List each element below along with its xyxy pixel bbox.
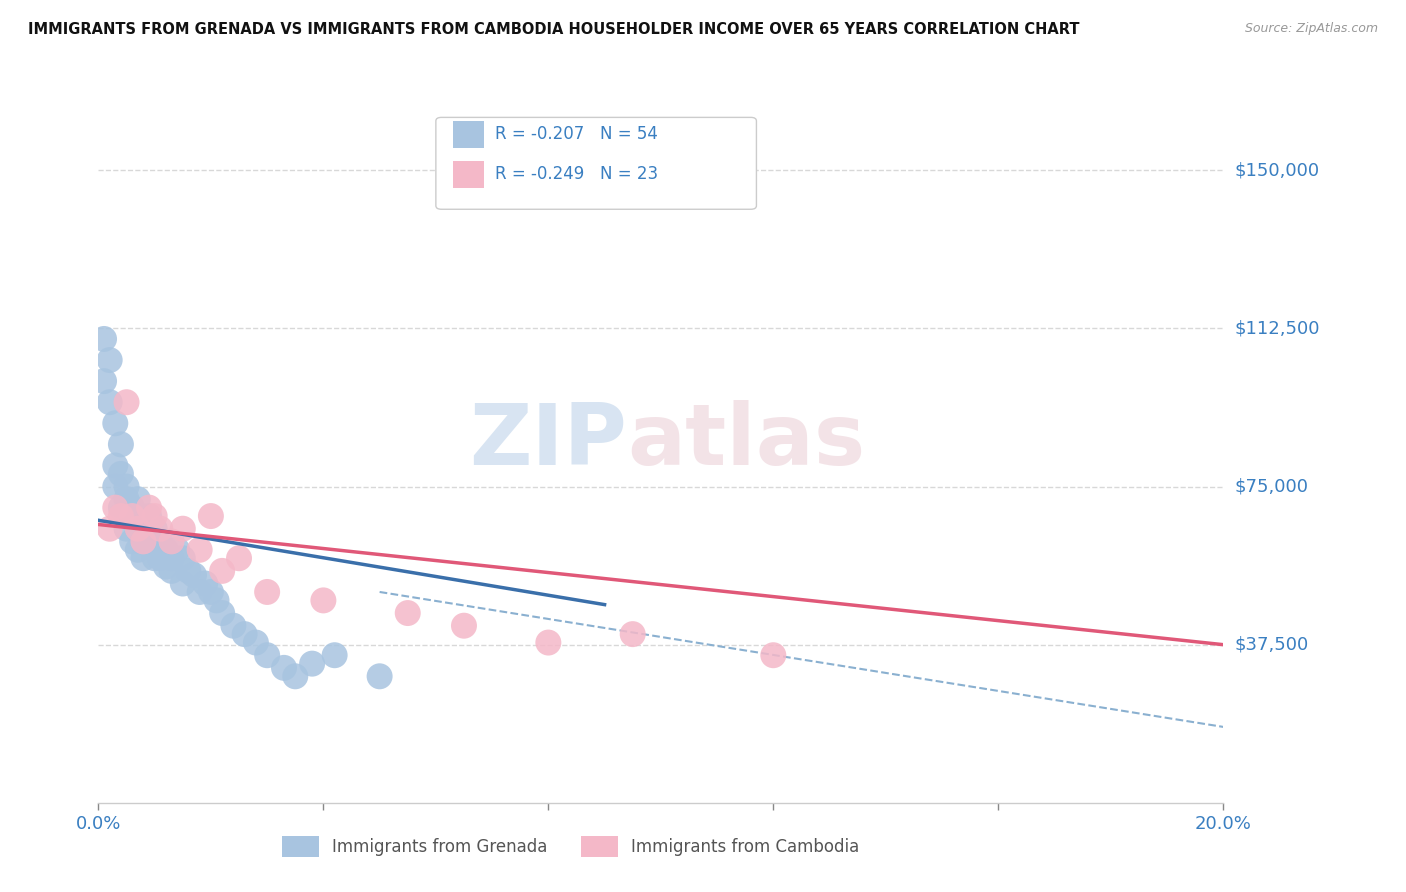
Point [104, 417, 127, 431]
Point [160, 564, 183, 578]
Point [160, 551, 183, 566]
Point [132, 534, 155, 549]
Point [188, 542, 211, 557]
Point [368, 669, 391, 683]
Point [323, 648, 346, 663]
Text: ZIP: ZIP [470, 400, 627, 483]
Point [222, 618, 245, 632]
Point [127, 492, 149, 507]
Point [138, 500, 160, 515]
Point [149, 522, 172, 536]
Point [143, 509, 166, 524]
Point [121, 509, 143, 524]
Point [121, 509, 143, 524]
Point [183, 568, 205, 582]
Point [453, 618, 475, 632]
Point [110, 467, 132, 481]
Point [110, 437, 132, 451]
Point [155, 559, 177, 574]
Text: IMMIGRANTS FROM GRENADA VS IMMIGRANTS FROM CAMBODIA HOUSEHOLDER INCOME OVER 65 Y: IMMIGRANTS FROM GRENADA VS IMMIGRANTS FR… [28, 22, 1080, 37]
Point [115, 479, 138, 493]
Point [138, 534, 160, 549]
Point [160, 534, 183, 549]
Point [115, 509, 138, 524]
Point [104, 479, 127, 493]
Point [149, 534, 172, 549]
Point [132, 522, 155, 536]
Point [200, 509, 222, 524]
Point [98, 522, 121, 536]
Text: atlas: atlas [627, 400, 865, 483]
Point [228, 551, 250, 566]
Point [121, 534, 143, 549]
Point [93, 374, 115, 388]
Point [211, 606, 233, 620]
Point [143, 542, 166, 557]
Point [110, 500, 132, 515]
Text: R = -0.207   N = 54: R = -0.207 N = 54 [495, 126, 658, 144]
Point [104, 458, 127, 473]
Point [621, 627, 644, 641]
Point [127, 522, 149, 536]
Text: $75,000: $75,000 [1234, 477, 1309, 496]
Point [115, 395, 138, 409]
Point [284, 669, 307, 683]
Point [312, 593, 335, 607]
Point [132, 534, 155, 549]
Point [256, 585, 278, 599]
Text: $37,500: $37,500 [1234, 636, 1309, 654]
Text: $150,000: $150,000 [1234, 161, 1319, 179]
Point [143, 522, 166, 536]
Point [301, 657, 323, 671]
Point [200, 585, 222, 599]
Point [172, 551, 194, 566]
Text: $112,500: $112,500 [1234, 319, 1320, 337]
Legend: Immigrants from Grenada, Immigrants from Cambodia: Immigrants from Grenada, Immigrants from… [276, 830, 866, 864]
Point [155, 542, 177, 557]
Point [396, 606, 419, 620]
Point [194, 576, 217, 591]
Point [138, 509, 160, 524]
Point [172, 522, 194, 536]
Text: R = -0.249   N = 23: R = -0.249 N = 23 [495, 166, 658, 184]
Point [132, 551, 155, 566]
Point [115, 492, 138, 507]
Point [233, 627, 256, 641]
Point [115, 522, 138, 536]
Point [211, 564, 233, 578]
Point [127, 522, 149, 536]
Point [166, 542, 188, 557]
Point [205, 593, 228, 607]
Point [188, 585, 211, 599]
Point [98, 353, 121, 368]
Point [245, 635, 267, 649]
Text: Source: ZipAtlas.com: Source: ZipAtlas.com [1244, 22, 1378, 36]
Point [93, 332, 115, 346]
Point [110, 509, 132, 524]
Point [177, 564, 200, 578]
Point [98, 395, 121, 409]
Point [273, 661, 295, 675]
Point [104, 500, 127, 515]
Point [537, 635, 560, 649]
Point [121, 500, 143, 515]
Point [127, 509, 149, 524]
Point [149, 551, 172, 566]
Point [172, 576, 194, 591]
Point [127, 542, 149, 557]
Point [143, 551, 166, 566]
Point [256, 648, 278, 663]
Point [762, 648, 785, 663]
